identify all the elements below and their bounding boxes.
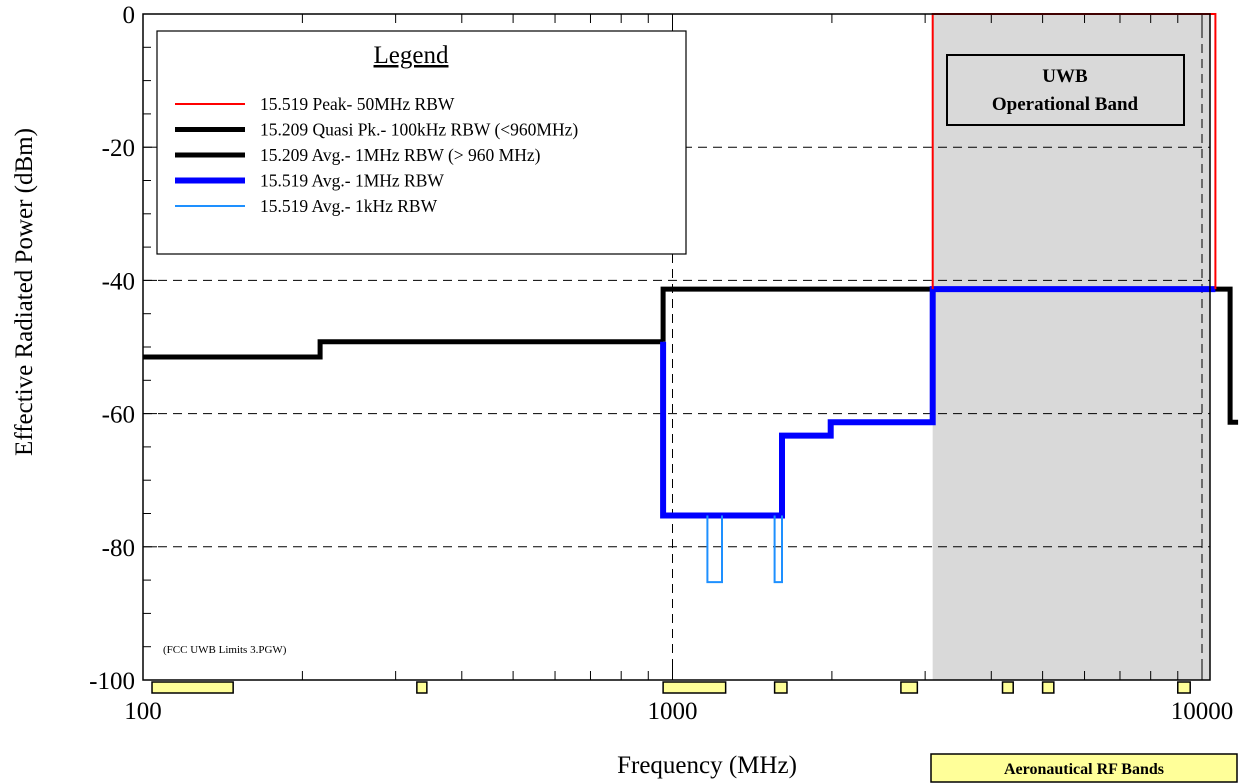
legend-entry-label: 15.519 Avg.- 1kHz RBW (260, 196, 438, 216)
aeronautical-label-text: Aeronautical RF Bands (1004, 761, 1164, 778)
aeronautical-band-marker (416, 681, 428, 694)
aeronautical-band-marker (1041, 681, 1055, 694)
y-tick-label: -40 (102, 268, 135, 295)
y-axis-title: Effective Radiated Power (dBm) (11, 128, 38, 456)
x-tick-label: 100 (124, 698, 162, 725)
legend-entry-label: 15.519 Peak- 50MHz RBW (260, 94, 455, 114)
y-tick-label: -60 (102, 402, 135, 429)
aeronautical-band-marker (1001, 681, 1014, 694)
legend-entry-label: 15.519 Avg.- 1MHz RBW (260, 171, 444, 191)
aeronautical-band-marker (773, 681, 788, 694)
series-line (660, 286, 1216, 519)
series-line (143, 339, 664, 360)
legend-entries: 15.519 Peak- 50MHz RBW 15.209 Quasi Pk.- … (175, 94, 578, 216)
aeronautical-band-marker (1177, 681, 1191, 694)
y-tick-label: -80 (102, 535, 135, 562)
series-line (660, 286, 1239, 425)
legend-box (156, 30, 687, 255)
operational-band-label: UWB Operational Band (946, 54, 1185, 126)
axis-ticks (142, 13, 1203, 681)
aeronautical-label-box (930, 753, 1238, 783)
legend-title: Legend (374, 42, 449, 69)
series-line (706, 515, 723, 584)
aeronautical-band-markers (151, 681, 1191, 694)
operational-band-line1: UWB (1042, 66, 1088, 87)
y-tick-label: 0 (123, 2, 136, 29)
file-note: (FCC UWB Limits 3.PGW) (163, 644, 287, 656)
series-line (773, 515, 783, 584)
aeronautical-band-marker (662, 681, 727, 694)
aeronautical-band-marker (151, 681, 234, 694)
operational-band-box (946, 54, 1185, 126)
aeronautical-band-marker (900, 681, 919, 694)
operational-band-line2: Operational Band (992, 94, 1139, 115)
x-axis-title: Frequency (MHz) (617, 752, 797, 779)
y-tick-label: -100 (89, 668, 135, 695)
y-tick-labels: 0 -20 -40 -60 -80 -100 (89, 2, 135, 695)
x-tick-label: 10000 (1171, 698, 1234, 725)
legend-entry-label: 15.209 Avg.- 1MHz RBW (> 960 MHz) (260, 145, 541, 165)
legend-entry-label: 15.209 Quasi Pk.- 100kHz RBW (<960MHz) (260, 120, 578, 140)
x-tick-label: 1000 (648, 698, 698, 725)
legend: Legend 15.519 Peak- 50MHz RBW 15.209 Quas… (156, 30, 687, 255)
plot-frame (142, 13, 1211, 681)
y-tick-label: -20 (102, 135, 135, 162)
aeronautical-label: Aeronautical RF Bands (930, 753, 1238, 783)
x-tick-labels: 100 1000 10000 (124, 698, 1233, 725)
